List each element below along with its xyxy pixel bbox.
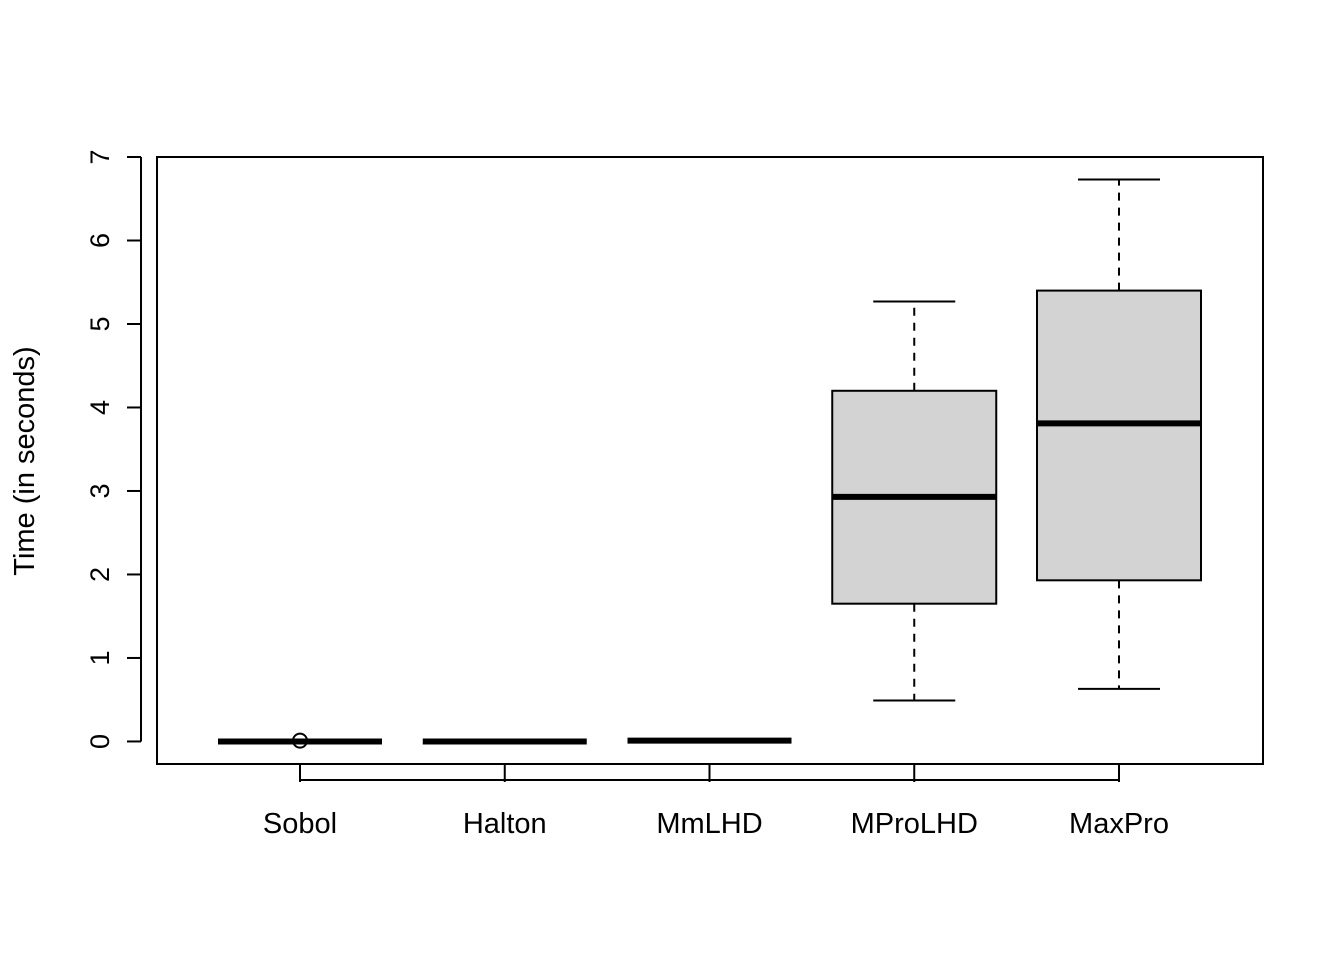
box-maxpro xyxy=(1036,178,1202,690)
y-tick-label: 4 xyxy=(85,400,115,415)
x-tick-label: MaxPro xyxy=(1069,808,1169,840)
y-tick-label: 5 xyxy=(85,316,115,331)
y-tick-label: 3 xyxy=(85,483,115,498)
x-tick-label: MmLHD xyxy=(656,808,762,840)
x-axis: Sobol Halton MmLHD MProLHD MaxPro xyxy=(263,764,1169,840)
box-iqr xyxy=(1036,289,1202,582)
y-axis: 0 1 2 3 4 5 6 7 xyxy=(85,149,142,749)
box-mprolhd xyxy=(831,300,998,702)
x-tick-label: MProLHD xyxy=(851,808,978,840)
x-tick-label: Sobol xyxy=(263,808,337,840)
boxes xyxy=(218,178,1202,749)
y-axis-label: Time (in seconds) xyxy=(9,346,41,575)
outlier-point xyxy=(292,732,308,749)
box-sobol xyxy=(218,732,382,749)
y-tick-label: 7 xyxy=(85,149,115,164)
y-tick-label: 0 xyxy=(85,734,115,749)
y-tick-label: 1 xyxy=(85,650,115,665)
y-tick-label: 2 xyxy=(85,567,115,582)
x-tick-label: Halton xyxy=(463,808,547,840)
y-tick-label: 6 xyxy=(85,233,115,248)
